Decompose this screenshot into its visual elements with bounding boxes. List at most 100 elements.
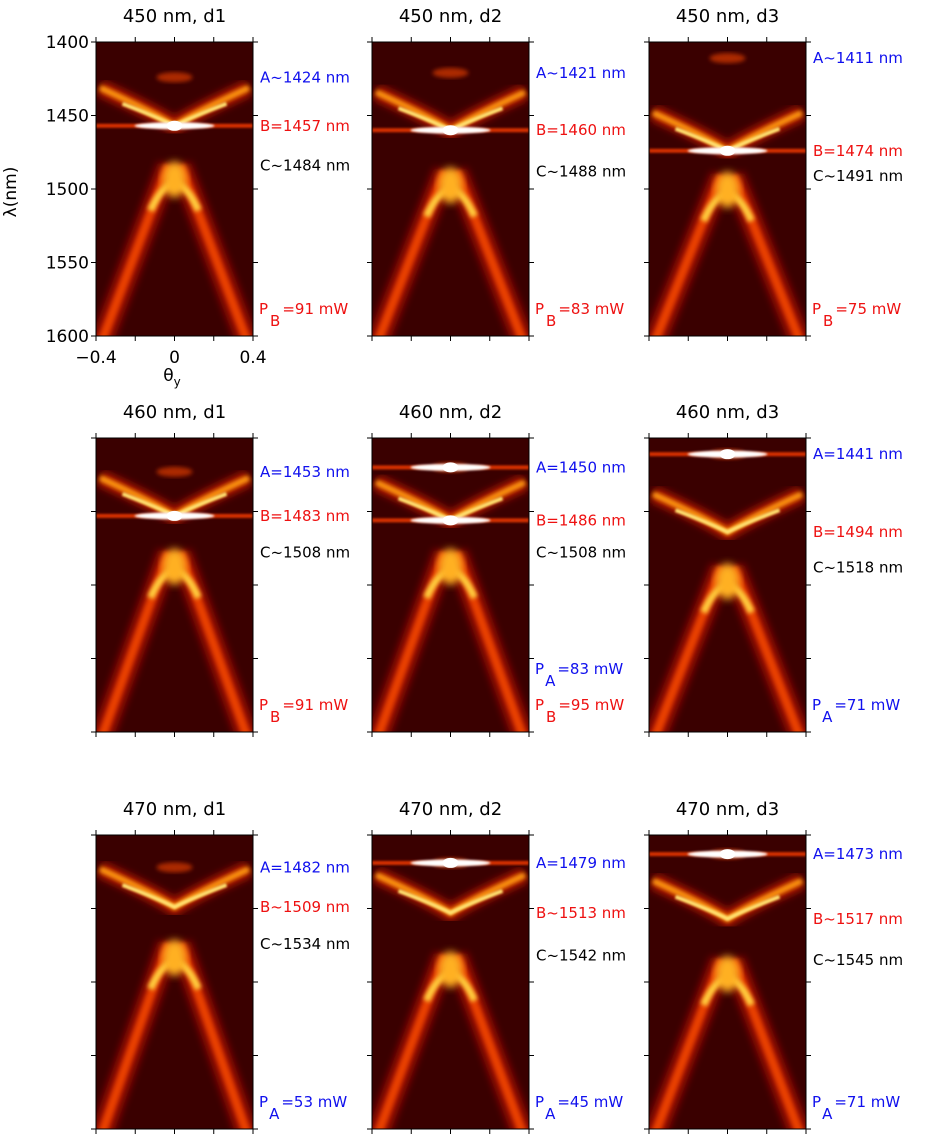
x-axis-label: θy (163, 366, 181, 389)
panel-2: 450 nm, d2 A~1421 nm B=1460 nm C~1488 nm PB=… (367, 6, 626, 341)
band-annotation: A=1450 nm (536, 458, 626, 476)
power-value: =91 mW (282, 300, 348, 318)
band-annotation: A~1411 nm (813, 49, 903, 67)
x-tick-label: 0 (169, 348, 180, 368)
heatmap-bands (649, 849, 806, 1129)
a-line-center (719, 849, 736, 860)
c-band-core (162, 939, 187, 976)
a-band-spot (156, 72, 193, 83)
panel-7: 470 nm, d1 A=1482 nm B~1509 nm C~1534 nm PA=… (91, 799, 350, 1134)
power-subscript: B (823, 312, 833, 330)
band-annotation: B~1513 nm (536, 904, 626, 922)
power-value: =83 mW (558, 300, 624, 318)
a-band-spot (709, 53, 746, 64)
panel-title: 460 nm, d3 (676, 402, 779, 423)
panel-title: 470 nm, d2 (399, 799, 502, 820)
power-subscript: A (822, 708, 833, 726)
y-tick-label: 1450 (46, 107, 89, 127)
power-symbol: P (535, 300, 544, 318)
x-axis-label-sub: y (174, 375, 181, 389)
y-tick-label: 1550 (46, 254, 89, 274)
power-symbol: P (812, 1093, 821, 1111)
band-annotation: A=1473 nm (813, 845, 903, 863)
band-annotation: A=1482 nm (260, 858, 350, 876)
b-band-highlight (674, 508, 781, 535)
a-line-center (719, 449, 736, 460)
heatmap-bands (96, 466, 253, 732)
x-tick-label: 0.4 (239, 348, 266, 368)
band-annotation: B~1509 nm (260, 898, 350, 916)
b-line-center (719, 145, 736, 156)
power-annotation: PA=53 mW (259, 1093, 347, 1123)
band-annotation: B=1457 nm (260, 117, 350, 135)
power-value: =95 mW (558, 696, 624, 714)
power-subscript: A (545, 672, 556, 690)
band-annotation: A=1453 nm (260, 463, 350, 481)
power-value: =45 mW (557, 1093, 623, 1111)
a-band-spot (156, 466, 193, 477)
power-annotation: PB=95 mW (535, 696, 624, 726)
band-annotation: C~1508 nm (536, 544, 626, 562)
panel-title: 450 nm, d2 (399, 6, 502, 27)
power-symbol: P (535, 696, 544, 714)
power-annotation: PA=45 mW (535, 1093, 623, 1123)
band-annotation: A~1421 nm (536, 64, 626, 82)
x-tick-label: −0.4 (75, 348, 116, 368)
panel-title: 460 nm, d2 (399, 402, 502, 423)
band-annotation: A~1424 nm (260, 68, 350, 86)
band-annotation: C~1518 nm (813, 558, 903, 576)
band-annotation: A=1441 nm (813, 445, 903, 463)
c-band-core (162, 161, 187, 198)
power-symbol: P (812, 696, 821, 714)
panel-title: 460 nm, d1 (123, 402, 226, 423)
power-subscript: B (546, 312, 556, 330)
band-annotation: B=1483 nm (260, 507, 350, 525)
power-subscript: A (822, 1105, 833, 1123)
power-symbol: P (259, 696, 268, 714)
c-band-core (715, 955, 740, 992)
power-subscript: B (546, 708, 556, 726)
band-annotation: B=1460 nm (536, 121, 626, 139)
y-tick-label: 1500 (46, 180, 89, 200)
heatmap-bands (649, 449, 806, 732)
heatmap-bands (372, 67, 529, 336)
band-annotation: C~1491 nm (813, 167, 903, 185)
power-symbol: P (812, 300, 821, 318)
b-line-center (442, 515, 459, 526)
a-band-spot (432, 67, 469, 78)
band-annotation: B=1494 nm (813, 523, 903, 541)
power-annotation: PB=91 mW (259, 300, 348, 330)
power-subscript: B (270, 312, 280, 330)
c-band-core (162, 548, 187, 585)
power-value: =53 mW (281, 1093, 347, 1111)
band-annotation: B=1486 nm (536, 511, 626, 529)
power-value: =91 mW (282, 696, 348, 714)
b-line-center (442, 125, 459, 136)
y-axis-label: λ(nm) (1, 167, 21, 218)
x-axis-label-main: θ (163, 366, 173, 386)
b-band-highlight (674, 894, 781, 922)
band-annotation: B~1517 nm (813, 910, 903, 928)
panel-4: 460 nm, d1 A=1453 nm B=1483 nm C~1508 nm PB=… (91, 402, 350, 737)
band-annotation: C~1545 nm (813, 951, 903, 969)
panel-title: 470 nm, d1 (123, 799, 226, 820)
power-symbol: P (259, 300, 268, 318)
power-symbol: P (535, 1093, 544, 1111)
power-symbol: P (535, 660, 544, 678)
a-band-spot (156, 862, 193, 873)
panel-9: 470 nm, d3 A=1473 nm B~1517 nm C~1545 nm PA=… (644, 799, 903, 1134)
panel-title: 470 nm, d3 (676, 799, 779, 820)
a-line-center (442, 857, 459, 868)
c-band-core (438, 167, 463, 204)
heatmap-bands (96, 861, 253, 1129)
power-value: =71 mW (834, 1093, 900, 1111)
y-tick-label: 1400 (46, 33, 89, 53)
panel-3: 450 nm, d3 A~1411 nm B=1474 nm C~1491 nm PB=… (644, 6, 903, 341)
c-band-core (438, 951, 463, 988)
panel-title: 450 nm, d1 (123, 6, 226, 27)
panel-6: 460 nm, d3 A=1441 nm B=1494 nm C~1518 nm PA=… (644, 402, 903, 737)
power-symbol: P (259, 1093, 268, 1111)
power-annotation: PB=91 mW (259, 696, 348, 726)
panel-8: 470 nm, d2 A=1479 nm B~1513 nm C~1542 nm PA=… (367, 799, 626, 1134)
